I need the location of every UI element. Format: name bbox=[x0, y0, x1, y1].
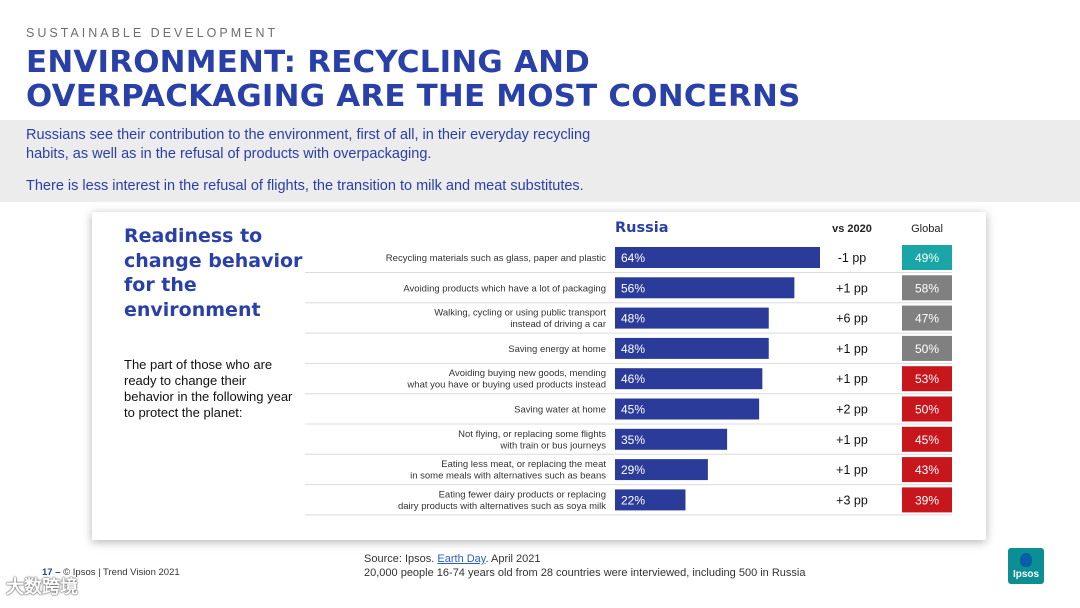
bar-value-label: 35% bbox=[621, 433, 645, 447]
bar bbox=[615, 428, 728, 450]
source-suffix: . April 2021 bbox=[485, 553, 541, 565]
logo-text: Ipsos bbox=[1012, 569, 1040, 580]
series-header: Russia bbox=[615, 220, 669, 236]
global-badge bbox=[902, 366, 952, 392]
global-badge bbox=[902, 335, 952, 361]
chart-side-description: The part of those who are ready to chang… bbox=[124, 357, 293, 420]
bar bbox=[615, 247, 820, 268]
bar bbox=[615, 368, 763, 390]
ipsos-logo: Ipsos bbox=[1008, 548, 1044, 584]
section-kicker: SUSTAINABLE DEVELOPMENT bbox=[26, 26, 279, 40]
category-label: instead of driving a car bbox=[510, 319, 606, 330]
bar bbox=[615, 398, 760, 420]
source-note: Source: Ipsos. Earth Day. April 2021 20,… bbox=[364, 552, 805, 580]
category-label: with train or bus journeys bbox=[499, 440, 606, 451]
bar bbox=[615, 459, 708, 481]
vs2020-value: +1 pp bbox=[836, 342, 868, 356]
category-label: Avoiding products which have a lot of pa… bbox=[403, 283, 606, 294]
vs2020-value: +3 pp bbox=[836, 493, 868, 507]
global-value: 50% bbox=[915, 342, 939, 356]
bar-value-label: 56% bbox=[621, 281, 645, 295]
title-line-1: ENVIRONMENT: RECYCLING AND bbox=[26, 45, 591, 80]
bar-value-label: 22% bbox=[621, 493, 645, 507]
global-badge bbox=[902, 487, 952, 513]
category-label: Recycling materials such as glass, paper… bbox=[386, 253, 606, 264]
category-label: Eating fewer dairy products or replacing bbox=[439, 489, 606, 500]
global-badge bbox=[902, 457, 952, 483]
global-value: 53% bbox=[915, 372, 939, 386]
page-title: ENVIRONMENT: RECYCLING AND OVERPACKAGING… bbox=[26, 46, 801, 114]
vs2020-value: +1 pp bbox=[836, 463, 868, 477]
global-header: Global bbox=[911, 223, 943, 235]
intro-line-2: habits, as well as in the refusal of pro… bbox=[26, 146, 432, 162]
vs2020-header: vs 2020 bbox=[832, 223, 872, 235]
global-badge bbox=[902, 245, 952, 270]
source-prefix: Source: Ipsos. bbox=[364, 553, 435, 565]
global-badge bbox=[902, 396, 952, 422]
category-label: in some meals with alternatives such as … bbox=[410, 471, 606, 482]
watermark: 大数跨境 bbox=[6, 577, 78, 597]
intro-line-3: There is less interest in the refusal of… bbox=[26, 178, 584, 194]
chart-side-title: Readiness to change behavior for the env… bbox=[124, 225, 303, 321]
bar-value-label: 46% bbox=[621, 372, 645, 386]
bar bbox=[615, 277, 795, 299]
category-label: Not flying, or replacing some flights bbox=[458, 429, 606, 440]
footer-copyright: © Ipsos | Trend Vision 2021 bbox=[63, 567, 180, 578]
bar-value-label: 64% bbox=[621, 251, 645, 265]
vs2020-value: +2 pp bbox=[836, 403, 868, 417]
page-number: 17 – bbox=[42, 567, 61, 578]
bar-chart: Russia vs 2020 Global Recycling materials s… bbox=[305, 220, 952, 516]
global-value: 47% bbox=[915, 312, 939, 326]
category-label: Saving water at home bbox=[514, 405, 606, 416]
vs2020-value: +1 pp bbox=[836, 281, 868, 295]
category-label: what you have or buying used products in… bbox=[406, 380, 606, 391]
source-link[interactable]: Earth Day bbox=[437, 553, 486, 565]
category-label: Avoiding buying new goods, mending bbox=[449, 368, 606, 379]
source-line-2: 20,000 people 16-74 years old from 28 co… bbox=[364, 567, 806, 579]
global-badge bbox=[902, 426, 952, 452]
global-value: 58% bbox=[915, 281, 939, 295]
global-value: 49% bbox=[915, 251, 939, 265]
vs2020-value: +6 pp bbox=[836, 312, 868, 326]
footer-left: 17 – © Ipsos | Trend Vision 2021 bbox=[42, 567, 180, 578]
category-label: Saving energy at home bbox=[508, 344, 606, 355]
global-value: 45% bbox=[915, 433, 939, 447]
bar bbox=[615, 337, 769, 359]
category-label: Walking, cycling or using public transpo… bbox=[434, 308, 606, 319]
title-line-2: OVERPACKAGING ARE THE MOST CONCERNS bbox=[26, 79, 801, 114]
bar-value-label: 45% bbox=[621, 403, 645, 417]
intro-band: Russians see their contribution to the e… bbox=[0, 120, 1080, 202]
chart-card: Readiness to change behavior for the env… bbox=[92, 212, 986, 540]
category-label: Eating less meat, or replacing the meat bbox=[441, 459, 606, 470]
bar bbox=[615, 489, 686, 511]
bar-value-label: 48% bbox=[621, 342, 645, 356]
bar bbox=[615, 307, 769, 329]
logo-mark-icon bbox=[1020, 553, 1032, 567]
global-badge bbox=[902, 305, 952, 331]
vs2020-value: +1 pp bbox=[836, 372, 868, 386]
global-value: 43% bbox=[915, 463, 939, 477]
vs2020-value: -1 pp bbox=[838, 251, 867, 265]
vs2020-value: +1 pp bbox=[836, 433, 868, 447]
global-value: 50% bbox=[915, 403, 939, 417]
category-label: dairy products with alternatives such as… bbox=[398, 501, 606, 512]
bar-value-label: 29% bbox=[621, 463, 645, 477]
intro-line-1: Russians see their contribution to the e… bbox=[26, 127, 591, 143]
global-value: 39% bbox=[915, 493, 939, 507]
global-badge bbox=[902, 275, 952, 301]
bar-value-label: 48% bbox=[621, 312, 645, 326]
